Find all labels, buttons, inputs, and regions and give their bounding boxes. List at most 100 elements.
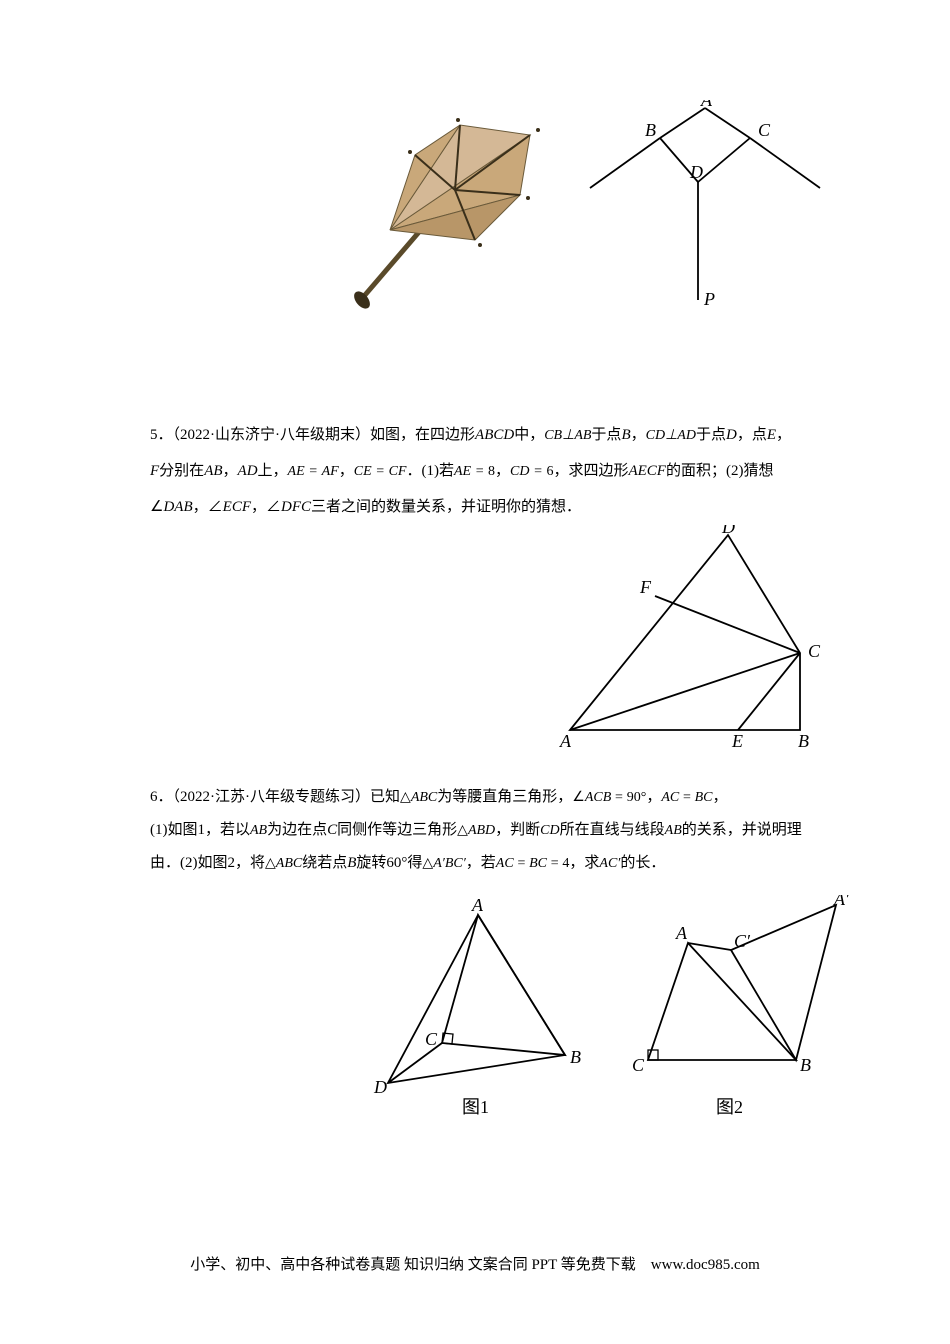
label-C: C <box>758 120 771 140</box>
p5-a1: ∠ <box>150 499 163 515</box>
p5-aecf: AECF <box>628 463 666 479</box>
f1-D: D <box>373 1077 387 1097</box>
p5-l2t4: ，求四边形 <box>553 463 628 479</box>
p5-c2l: CD <box>646 428 665 443</box>
diagram-p5: A B C D E F <box>530 525 850 755</box>
p6-c1: ， <box>646 789 661 805</box>
p5-e1l: AE <box>288 464 305 479</box>
p5-c2o: ⊥ <box>665 428 677 443</box>
f2-Cp: C′ <box>734 931 751 951</box>
p5f-E: E <box>731 731 743 751</box>
p5f-B: B <box>798 731 809 751</box>
p6-l3t6: 的长． <box>620 855 665 871</box>
p6-l3t1: 由．(2)如图2，将 <box>150 855 265 871</box>
label-D: D <box>689 162 703 182</box>
f1-B: B <box>570 1047 581 1067</box>
p5-E: E <box>767 427 776 443</box>
footer-text: 小学、初中、高中各种试卷真题 知识归纳 文案合同 PPT 等免费下载 <box>190 1257 636 1273</box>
p5-l3t1: 三者之间的数量关系，并证明你的猜想． <box>311 499 581 515</box>
p5-e1e: = <box>308 464 317 479</box>
p6-CD: CD <box>540 823 559 838</box>
p5-l2c2: ， <box>339 463 354 479</box>
p6-C: C <box>327 822 337 838</box>
p6-l2t3: 同侧作等边三角形 <box>337 822 457 838</box>
p5-l2t2: 上， <box>258 463 288 479</box>
p6-ABD: ABD <box>468 823 495 838</box>
p6-tri2: △ <box>457 823 468 838</box>
p5-e2e: = <box>375 464 384 479</box>
p5-l2t5: 的面积；(2)猜想 <box>666 463 774 479</box>
p5-t3: 于点 <box>591 427 621 443</box>
p6-abc: ABC <box>411 790 437 805</box>
figure-p5: A B C D E F <box>530 525 850 755</box>
p6-ApBCp: A′BC′ <box>433 856 466 871</box>
p5-t1: 如图，在四边形 <box>370 427 475 443</box>
p6-source: （2022·江苏·八年级专题练习） <box>173 789 371 805</box>
p5-AB: AB <box>204 463 222 479</box>
p5-a2: ∠ <box>208 499 223 515</box>
f2-C: C <box>632 1055 645 1075</box>
p5-e3l: AE <box>454 464 471 479</box>
umbrella-and-diagram: A B C D P <box>320 100 840 330</box>
p6-c2: ， <box>713 789 728 805</box>
p5-t5: ， <box>776 427 791 443</box>
p6-ACp: AC′ <box>599 856 620 871</box>
p6-eql: AC <box>496 856 514 871</box>
p5f-D: D <box>721 525 735 537</box>
p6-ang: ∠ <box>572 790 585 805</box>
p6-fig1: A B C D 图1 <box>373 895 581 1117</box>
p6-fig2: A B C A′ C′ 图2 <box>632 895 850 1117</box>
p5f-A: A <box>559 731 572 751</box>
f1-label: 图1 <box>462 1097 489 1117</box>
diagram-umbrella-geom: A B C D P <box>590 100 820 309</box>
p6-AB: AB <box>250 823 267 838</box>
p5-e2r: CF <box>389 464 407 479</box>
p6-t1: 已知 <box>370 789 400 805</box>
umbrella-icon <box>351 118 540 312</box>
page: A B C D P 5．（2022·山东济宁·八年级期末）如图，在四边形ABCD… <box>0 0 950 1344</box>
p5-l2t1: 分别在 <box>159 463 204 479</box>
p5-l3c2: ， <box>251 499 266 515</box>
p6-tri3: △ <box>265 856 276 871</box>
p5f-F: F <box>639 577 652 597</box>
p6-90: 90° <box>627 790 647 805</box>
p5-source: （2022·山东济宁·八年级期末） <box>173 427 371 443</box>
p6-l2t4: ，判断 <box>495 822 540 838</box>
label-B: B <box>645 120 656 140</box>
p6-l3t2: 绕若点 <box>302 855 347 871</box>
p5-abcd: ABCD <box>475 427 514 443</box>
p5-F: F <box>150 463 159 479</box>
label-P: P <box>703 289 715 309</box>
p5-e4l: CD <box>510 464 529 479</box>
p5-e1r: AF <box>322 464 339 479</box>
p6-ac: AC <box>661 790 679 805</box>
p5-number: 5． <box>150 427 173 443</box>
p5-l3c1: ， <box>193 499 208 515</box>
p6-tri4: △ <box>422 856 433 871</box>
p5-t3b: 于点 <box>696 427 726 443</box>
p6-l2t5: 所在直线与线段 <box>560 822 665 838</box>
f2-B: B <box>800 1055 811 1075</box>
p5-DAB: DAB <box>163 499 192 515</box>
label-A: A <box>700 100 713 110</box>
p5-t4: ，点 <box>737 427 767 443</box>
f2-Ap: A′ <box>833 895 850 909</box>
p5-D: D <box>726 427 737 443</box>
p6-l2t1: (1)如图1，若以 <box>150 822 250 838</box>
p5-c1o: ⊥ <box>562 428 574 443</box>
p6-l3t5: ，求 <box>569 855 599 871</box>
p5-ECF: ECF <box>223 499 251 515</box>
p6-bc: BC <box>695 790 713 805</box>
p5-e3e: = <box>475 464 484 479</box>
p5-B: B <box>621 427 630 443</box>
p5-e2l: CE <box>354 464 372 479</box>
p6-l3t4: ，若 <box>466 855 496 871</box>
problem-6: 6．（2022·江苏·八年级专题练习）已知△ABC为等腰直角三角形，∠ACB =… <box>150 781 845 880</box>
p5-AD: AD <box>238 463 258 479</box>
footer: 小学、初中、高中各种试卷真题 知识归纳 文案合同 PPT 等免费下载 www.d… <box>0 1253 950 1274</box>
p6-ABC: ABC <box>276 856 302 871</box>
f2-label: 图2 <box>716 1097 743 1117</box>
footer-url: www.doc985.com <box>651 1257 760 1273</box>
figure-p6: A B C D 图1 A B C A′ C′ 图2 <box>370 895 850 1135</box>
f1-A: A <box>471 895 484 915</box>
